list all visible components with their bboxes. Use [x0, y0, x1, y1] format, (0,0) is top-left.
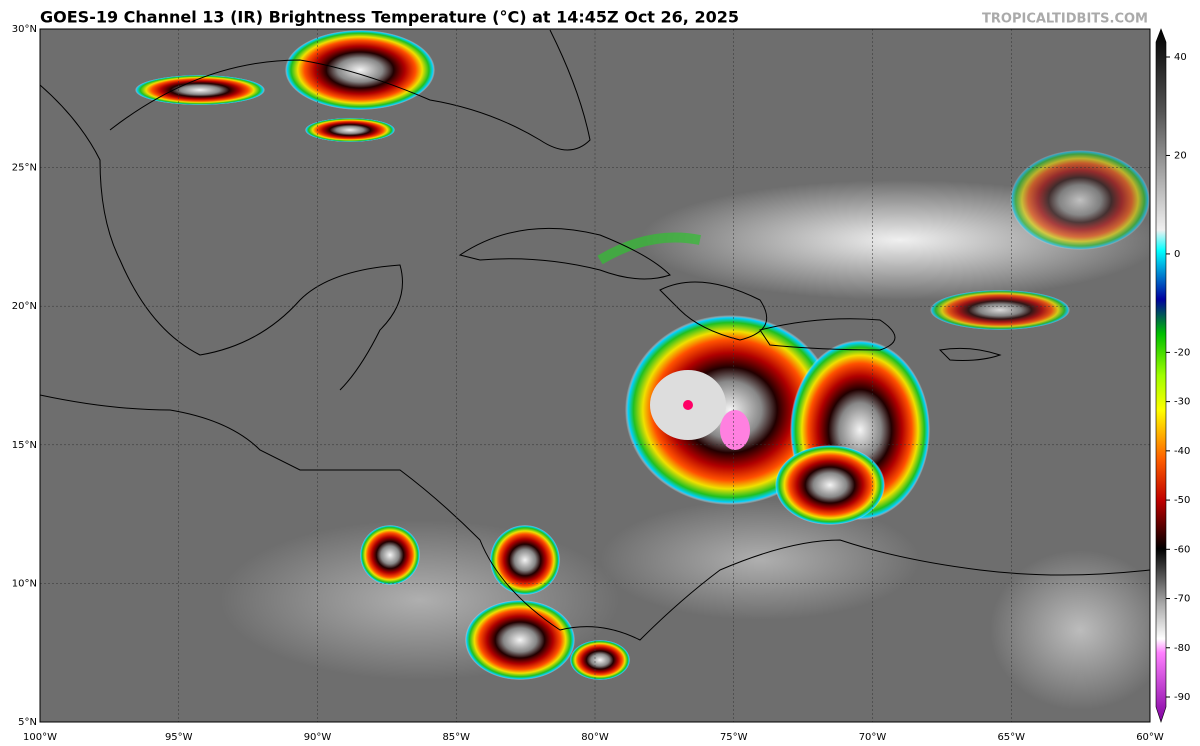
lat-label: 10°N [12, 578, 37, 589]
lat-label: 20°N [12, 301, 37, 312]
map-frame [39, 28, 1151, 723]
lon-label: 85°W [442, 732, 470, 743]
lat-label: 15°N [12, 440, 37, 451]
lon-label: 75°W [720, 732, 748, 743]
lon-label: 100°W [23, 732, 57, 743]
watermark: TROPICALTIDBITS.COM [982, 12, 1148, 27]
colorbar-label: 40 [1174, 52, 1187, 63]
map [40, 29, 1150, 722]
lon-label: 60°W [1136, 732, 1164, 743]
colorbar-label: -70 [1174, 594, 1190, 605]
colorbar-label: -50 [1174, 495, 1190, 506]
colorbar-label: -20 [1174, 347, 1190, 358]
colorbar-label: -80 [1174, 643, 1190, 654]
colorbar-label: 0 [1174, 249, 1180, 260]
lon-label: 70°W [859, 732, 887, 743]
colorbar [1155, 28, 1167, 723]
colorbar-label: 20 [1174, 150, 1187, 161]
colorbar-label: -90 [1174, 692, 1190, 703]
colorbar-label: -60 [1174, 544, 1190, 555]
lat-label: 25°N [12, 163, 37, 174]
title: GOES-19 Channel 13 (IR) Brightness Tempe… [40, 8, 739, 27]
colorbar-label: -30 [1174, 397, 1190, 408]
lon-label: 65°W [997, 732, 1025, 743]
lat-label: 30°N [12, 24, 37, 35]
lon-label: 95°W [165, 732, 193, 743]
colorbar-label: -40 [1174, 446, 1190, 457]
lon-label: 90°W [304, 732, 332, 743]
lat-label: 5°N [18, 717, 37, 728]
lon-label: 80°W [581, 732, 609, 743]
